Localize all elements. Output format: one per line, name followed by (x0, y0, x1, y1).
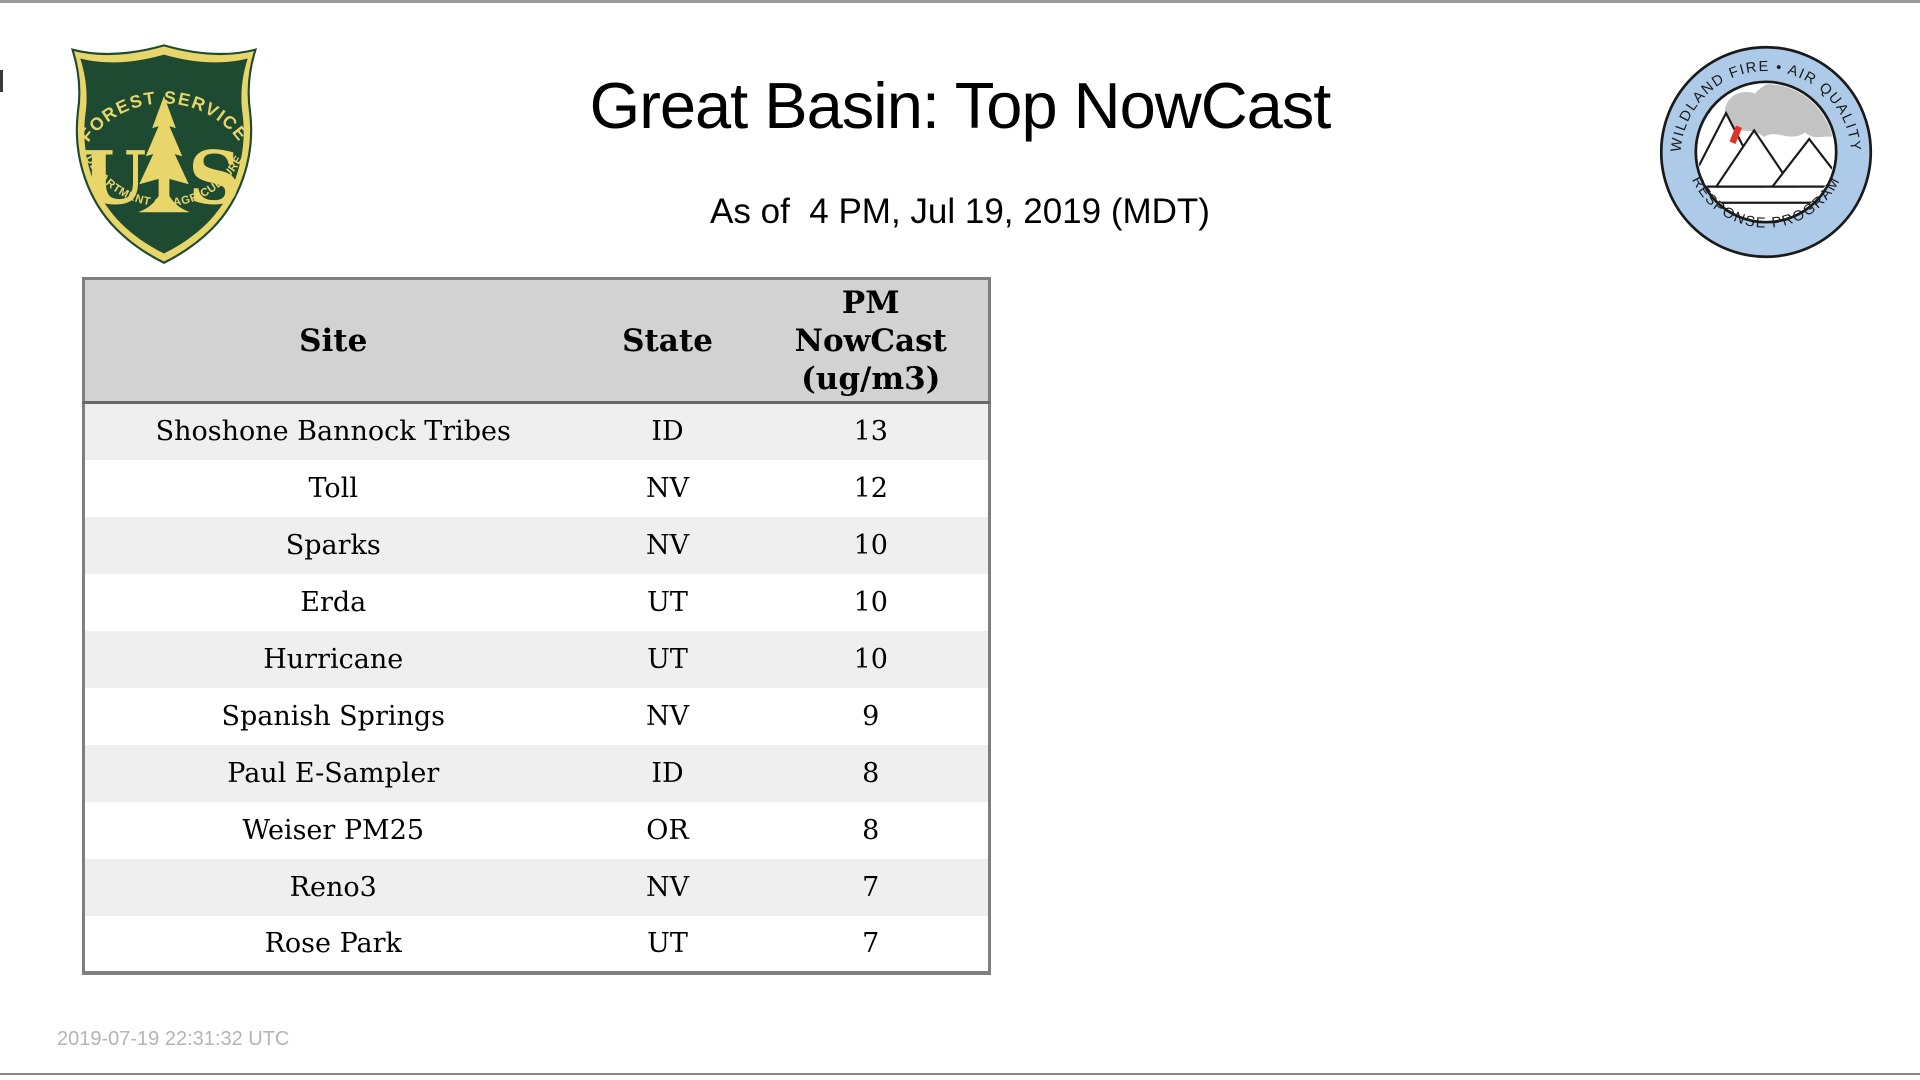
value-cell: 10 (853, 643, 888, 675)
page-top-border (0, 0, 1920, 3)
forest-service-logo-icon: FOREST SERVICE U S DEPARTMENT OF AGRICUL… (71, 44, 257, 264)
table-row: Weiser PM25 OR 8 (83, 801, 990, 859)
col-header-site: Site (83, 278, 582, 404)
pm-header-line2: NowCast (794, 322, 947, 359)
table-row: Shoshone Bannock Tribes ID 13 (83, 402, 990, 460)
state-cell: UT (647, 643, 688, 675)
table-row: Toll NV 12 (83, 459, 990, 517)
table-header-row: Site State PM NowCast (ug/m3) (83, 278, 990, 404)
value-cell: 7 (862, 871, 880, 903)
value-cell: 10 (853, 529, 888, 561)
table-row: Sparks NV 10 (83, 516, 990, 574)
flame-mark-icon (1729, 125, 1743, 144)
table-row: Rose Park UT 7 (83, 915, 990, 973)
value-cell: 10 (853, 586, 888, 618)
state-cell: NV (645, 871, 690, 903)
site-cell: Spanish Springs (221, 700, 446, 732)
value-cell: 7 (862, 927, 880, 959)
state-cell: UT (647, 927, 688, 959)
page-bottom-border (0, 1073, 1920, 1075)
value-cell: 12 (853, 472, 888, 504)
col-header-pm-nowcast: PM NowCast (ug/m3) (753, 278, 990, 404)
value-cell: 13 (853, 416, 888, 448)
value-cell: 8 (862, 814, 880, 846)
value-cell: 9 (862, 700, 880, 732)
pm-header-line3: (ug/m3) (801, 360, 941, 397)
site-cell: Weiser PM25 (242, 814, 425, 846)
page-title: Great Basin: Top NowCast (589, 69, 1332, 142)
site-cell: Paul E-Sampler (227, 757, 440, 789)
shield-letter-s: S (188, 136, 241, 222)
state-cell: NV (645, 700, 690, 732)
site-cell: Toll (308, 472, 358, 504)
table-row: Hurricane UT 10 (83, 630, 990, 688)
page-subtitle: As of 4 PM, Jul 19, 2019 (MDT) (710, 192, 1210, 231)
site-cell: Hurricane (263, 643, 404, 675)
state-cell: ID (651, 416, 684, 448)
table-row: Reno3 NV 7 (83, 858, 990, 916)
table-row: Erda UT 10 (83, 573, 990, 631)
pine-tree-icon (138, 95, 190, 213)
site-cell: Sparks (285, 529, 381, 561)
state-cell: NV (645, 472, 690, 504)
left-edge-artifact (0, 70, 3, 92)
state-cell: ID (651, 757, 684, 789)
value-cell: 8 (862, 757, 880, 789)
pm-header-line1: PM (841, 284, 900, 321)
airfire-program-logo-icon: WILDLAND FIRE • AIR QUALITY RESPONSE PRO… (1659, 45, 1873, 259)
generated-timestamp: 2019-07-19 22:31:32 UTC (57, 1028, 290, 1050)
nowcast-table: Site State PM NowCast (ug/m3) Shoshone B… (82, 277, 991, 975)
site-cell: Erda (300, 586, 367, 618)
state-cell: UT (647, 586, 688, 618)
shield-letter-u: U (83, 136, 147, 222)
site-cell: Reno3 (289, 871, 377, 903)
table-row: Paul E-Sampler ID 8 (83, 744, 990, 802)
state-cell: OR (646, 814, 689, 846)
table-row: Spanish Springs NV 9 (83, 687, 990, 745)
site-cell: Rose Park (264, 927, 402, 959)
state-cell: NV (645, 529, 690, 561)
site-cell: Shoshone Bannock Tribes (155, 416, 511, 448)
col-header-state: State (581, 278, 754, 404)
